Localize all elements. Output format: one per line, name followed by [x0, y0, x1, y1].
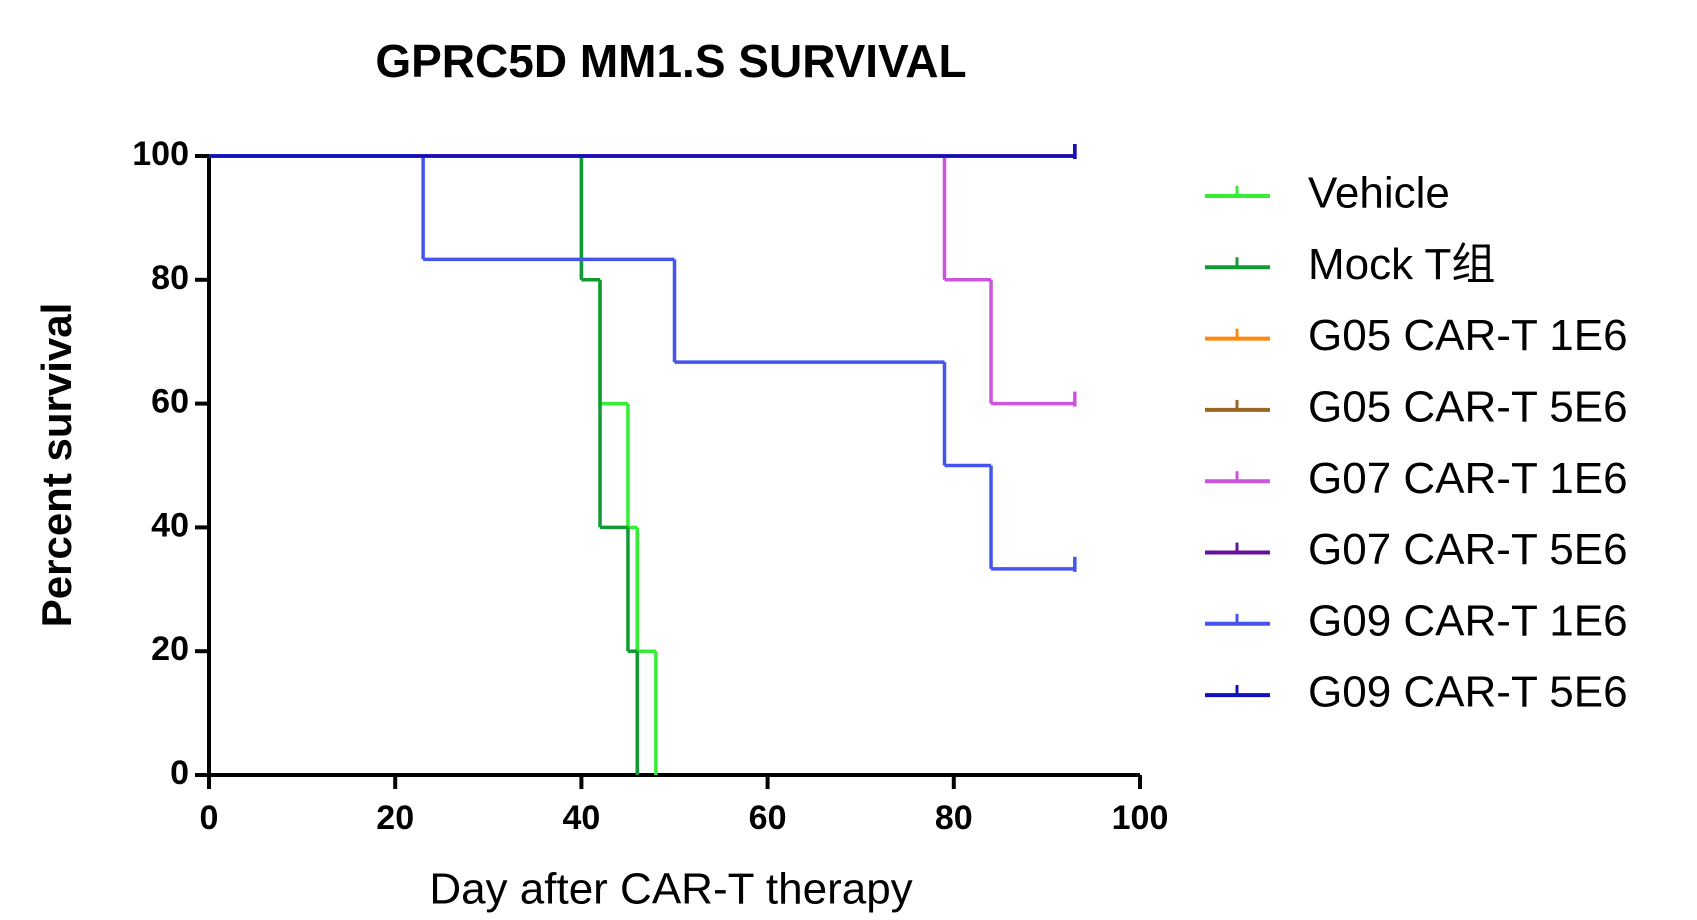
x-tick-label: 100 [1112, 799, 1169, 837]
legend-label: G09 CAR-T 5E6 [1308, 668, 1628, 717]
y-tick-label: 0 [170, 754, 189, 792]
legend-label: G05 CAR-T 1E6 [1308, 311, 1628, 360]
legend-label: G09 CAR-T 1E6 [1308, 596, 1628, 645]
y-tick-label: 80 [151, 259, 189, 297]
chart-title: GPRC5D MM1.S SURVIVAL [375, 35, 966, 87]
x-tick-label: 80 [935, 799, 973, 837]
y-tick-label: 40 [151, 506, 189, 544]
y-tick-label: 20 [151, 630, 189, 668]
legend-label: G07 CAR-T 1E6 [1308, 454, 1628, 503]
y-axis-label: Percent survival [33, 303, 80, 628]
x-tick-label: 40 [562, 799, 600, 837]
x-tick-label: 20 [376, 799, 414, 837]
legend-label: Vehicle [1308, 169, 1450, 218]
legend-label: G07 CAR-T 5E6 [1308, 525, 1628, 574]
legend-label: G05 CAR-T 5E6 [1308, 383, 1628, 432]
legend-label: Mock T组 [1308, 240, 1495, 289]
x-tick-label: 0 [200, 799, 219, 837]
y-tick-label: 100 [132, 135, 189, 173]
y-tick-label: 60 [151, 383, 189, 421]
x-axis-label: Day after CAR-T therapy [429, 865, 912, 914]
x-tick-label: 60 [749, 799, 787, 837]
